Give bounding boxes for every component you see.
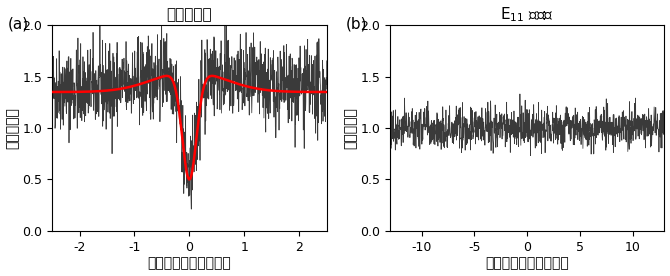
X-axis label: 検出時間差（ナノ秒）: 検出時間差（ナノ秒） — [485, 256, 569, 270]
Title: E$_{11}$ 励起子: E$_{11}$ 励起子 — [500, 6, 554, 24]
Title: 界面励起子: 界面励起子 — [167, 7, 212, 23]
Text: (a): (a) — [8, 17, 29, 32]
Y-axis label: イベント数: イベント数 — [343, 107, 357, 149]
Y-axis label: イベント数: イベント数 — [5, 107, 19, 149]
Text: (b): (b) — [346, 17, 367, 32]
X-axis label: 検出時間差（ナノ秒）: 検出時間差（ナノ秒） — [147, 256, 231, 270]
